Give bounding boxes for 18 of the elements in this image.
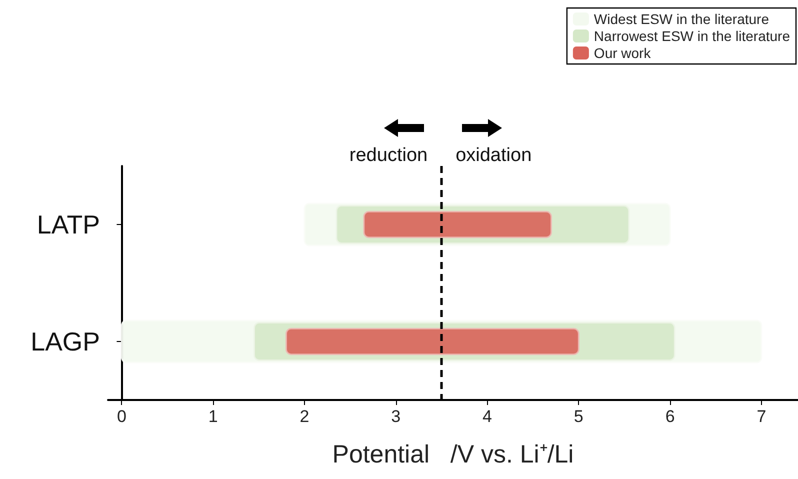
annotation: oxidation <box>456 145 532 166</box>
x-tick-label: 0 <box>116 407 126 426</box>
x-tick-label: 5 <box>574 407 584 426</box>
legend-label: Widest ESW in the literature <box>594 11 770 27</box>
bar <box>363 210 552 238</box>
x-tick-label: 4 <box>482 407 492 426</box>
legend-label: Narrowest ESW in the literature <box>594 28 790 44</box>
x-tick-label: 7 <box>756 407 766 426</box>
legend-label: Our work <box>594 45 652 61</box>
y-tick-label: LAGP <box>30 326 100 356</box>
bar <box>285 328 580 356</box>
x-tick-label: 6 <box>665 407 675 426</box>
x-tick-label: 1 <box>208 407 218 426</box>
x-axis-title: Potential /V vs. Li⁺/Li <box>332 440 574 468</box>
x-tick-label: 2 <box>300 407 310 426</box>
annotation: reduction <box>349 145 428 166</box>
y-tick-label: LATP <box>36 210 100 240</box>
x-tick-label: 3 <box>391 407 401 426</box>
